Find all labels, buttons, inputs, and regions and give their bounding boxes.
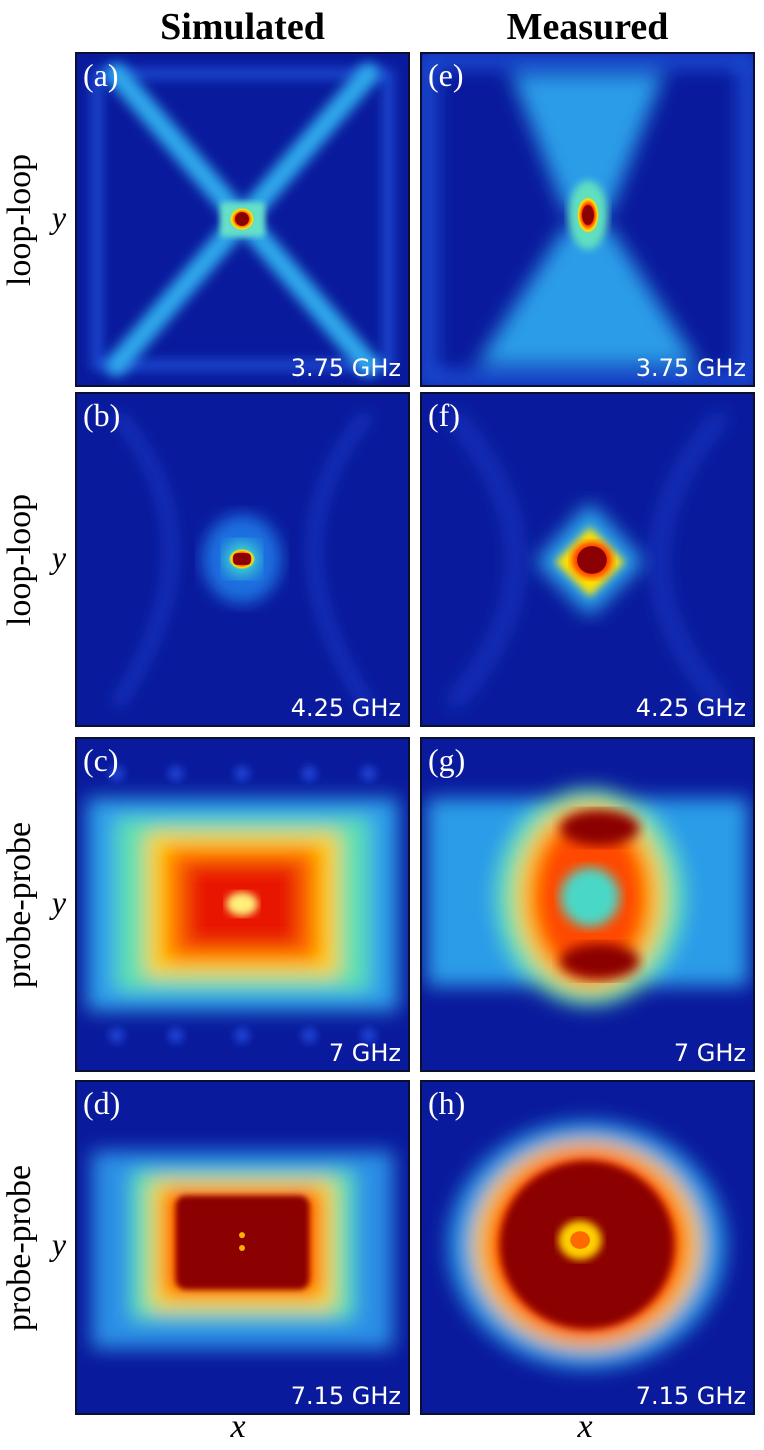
panel-e-heatmap: (e) 3.75 GHz <box>420 52 755 387</box>
panel-f-heatmap: (f) 4.25 GHz <box>420 392 755 727</box>
panel-g-heatmap: (g) 7 GHz <box>420 737 755 1072</box>
y-axis-label-4: y <box>51 1226 67 1262</box>
column-title-measured: Measured <box>506 6 669 48</box>
panel-e-frequency: 3.75 GHz <box>635 354 746 382</box>
panel-a-frequency: 3.75 GHz <box>290 354 401 382</box>
panel-d-heatmap: (d) 7.15 GHz <box>75 1080 410 1415</box>
panel-b-heatmap: (b) 4.25 GHz <box>75 392 410 727</box>
column-title-simulated: Simulated <box>160 6 325 48</box>
row-label-2: loop-loop <box>1 493 38 626</box>
x-axis-label-measured: x <box>577 1408 593 1445</box>
y-axis-label-1: y <box>51 199 67 235</box>
panel-c-label: (c) <box>83 742 119 778</box>
panel-a-heatmap: (a) 3.75 GHz <box>75 52 410 387</box>
panel-e-label: (e) <box>428 57 464 93</box>
panel-b-field-map <box>77 394 408 725</box>
panel-h-heatmap: (h) 7.15 GHz <box>420 1080 755 1415</box>
panel-c-field-map <box>77 739 408 1070</box>
y-axis-label-3: y <box>51 884 67 920</box>
panel-h-label: (h) <box>428 1085 466 1121</box>
panel-f-field-map <box>422 394 753 725</box>
panel-b-label: (b) <box>83 397 121 433</box>
panel-h-frequency: 7.15 GHz <box>635 1382 746 1410</box>
panel-b-frequency: 4.25 GHz <box>290 694 401 722</box>
panel-d-frequency: 7.15 GHz <box>290 1382 401 1410</box>
panel-c-frequency: 7 GHz <box>328 1039 401 1067</box>
row-label-3: probe-probe <box>1 821 38 988</box>
panel-d-field-map <box>77 1082 408 1413</box>
panel-g-field-map <box>422 739 753 1070</box>
panel-h-field-map <box>422 1082 753 1413</box>
row-label-4: probe-probe <box>1 1164 38 1331</box>
panel-a-field-map <box>77 54 408 385</box>
panel-g-label: (g) <box>428 742 466 778</box>
panel-d-label: (d) <box>83 1085 121 1121</box>
panel-e-field-map <box>422 54 753 385</box>
panel-a-label: (a) <box>83 57 119 93</box>
y-axis-label-2: y <box>51 539 67 575</box>
panel-c-heatmap: (c) 7 GHz <box>75 737 410 1072</box>
panel-f-label: (f) <box>428 397 460 433</box>
row-label-1: loop-loop <box>1 153 38 286</box>
x-axis-label-simulated: x <box>230 1408 246 1445</box>
panel-g-frequency: 7 GHz <box>673 1039 746 1067</box>
panel-f-frequency: 4.25 GHz <box>635 694 746 722</box>
